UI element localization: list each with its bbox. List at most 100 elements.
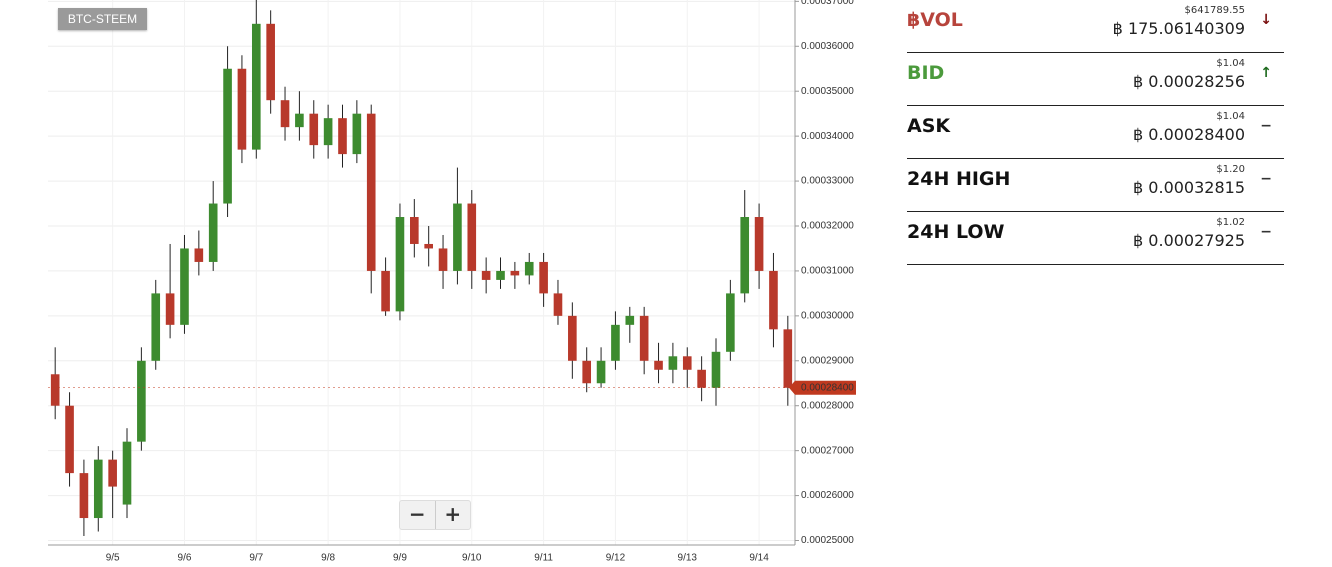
currency-symbol: ฿	[1133, 72, 1144, 91]
y-tick-label: 0.00037000	[801, 0, 854, 7]
candle-body	[481, 270, 491, 280]
trend-down-icon: ↓	[1260, 12, 1272, 28]
y-tick-label: 0.00025000	[801, 535, 854, 546]
candle-body	[93, 459, 103, 519]
candle-body	[668, 356, 678, 370]
x-tick-label: 9/12	[606, 553, 626, 564]
stat-usd: $1.04	[1216, 111, 1245, 122]
candle-body	[208, 203, 218, 262]
candle-body	[180, 248, 189, 325]
candle-body	[352, 113, 362, 155]
zoom-in-button[interactable]: +	[444, 502, 462, 526]
x-tick-label: 9/11	[534, 553, 553, 564]
candle-body	[553, 293, 563, 316]
candle-body	[108, 459, 117, 487]
candle-body	[438, 248, 448, 271]
stats-panel: ฿VOL $641789.55 ฿ 175.06140309 ↓ BID $1.…	[907, 0, 1284, 265]
stat-btc: ฿ 0.00028400	[1133, 125, 1245, 144]
candle-body	[611, 324, 620, 361]
y-tick-label: 0.00034000	[801, 131, 854, 142]
stat-label: BID	[907, 62, 945, 84]
trend-flat-icon: −	[1260, 224, 1272, 240]
stat-btc: ฿ 0.00027925	[1133, 231, 1245, 250]
currency-symbol: ฿	[1133, 125, 1144, 144]
candle-body	[137, 360, 146, 442]
candle-body	[510, 270, 520, 276]
y-tick-label: 0.00035000	[801, 86, 854, 97]
candle-body	[524, 261, 534, 276]
candle-body	[395, 217, 405, 312]
candle-body	[726, 293, 735, 352]
trend-flat-icon: −	[1260, 171, 1272, 187]
candle-body	[467, 203, 477, 271]
candle-body	[194, 248, 204, 262]
candle-body	[122, 441, 132, 505]
last-price-marker	[789, 380, 856, 395]
trend-flat-icon: −	[1260, 118, 1272, 134]
market-label: BTC-STEEM	[58, 8, 147, 30]
y-tick-label: 0.00026000	[801, 490, 854, 501]
stat-btc: ฿ 175.06140309	[1113, 19, 1245, 38]
candle-body	[151, 293, 161, 361]
candle-body	[639, 315, 649, 361]
x-tick-label: 9/9	[393, 553, 407, 564]
candle-body	[309, 113, 319, 146]
stat-label: 24H HIGH	[907, 168, 1011, 190]
currency-symbol: ฿	[1133, 231, 1144, 250]
stat-value: 0.00032815	[1148, 178, 1245, 197]
y-tick-label: 0.00032000	[801, 221, 854, 232]
stat-row: 24H HIGH $1.20 ฿ 0.00032815 −	[907, 159, 1284, 212]
candle-body	[165, 293, 175, 325]
trend-up-icon: ↑	[1260, 65, 1272, 81]
candle-body	[496, 270, 505, 280]
candle-body	[266, 23, 275, 101]
currency-symbol: ฿	[1112, 19, 1123, 38]
y-tick-label: 0.00030000	[801, 310, 854, 321]
stat-row: BID $1.04 ฿ 0.00028256 ↑	[907, 53, 1284, 106]
candle-body	[223, 68, 232, 204]
candle-body	[237, 68, 247, 150]
x-tick-label: 9/14	[749, 553, 769, 564]
stat-value: 0.00027925	[1148, 231, 1245, 250]
x-tick-label: 9/8	[321, 553, 335, 564]
stat-label: 24H LOW	[907, 221, 1005, 243]
candle-body	[453, 203, 462, 271]
y-tick-label: 0.00031000	[801, 266, 854, 277]
candle-body	[323, 118, 333, 146]
stat-usd: $641789.55	[1184, 5, 1245, 16]
x-tick-label: 9/5	[106, 553, 120, 564]
candle-body	[79, 473, 89, 519]
y-tick-label: 0.00036000	[801, 41, 854, 52]
candle-body	[381, 270, 390, 312]
y-tick-label: 0.00028000	[801, 400, 854, 411]
stat-value: 0.00028256	[1148, 72, 1245, 91]
stat-btc: ฿ 0.00028256	[1133, 72, 1245, 91]
x-tick-label: 9/10	[462, 553, 482, 564]
chart: 0.00025000 0.00026000 0.00027000 0.00028000…	[48, 0, 856, 564]
y-tick-label: 0.00027000	[801, 445, 854, 456]
candle-body	[50, 374, 60, 406]
stat-label: ASK	[907, 115, 951, 137]
candle-body	[711, 351, 721, 388]
candle-body	[625, 315, 635, 325]
stat-value: 0.00028400	[1148, 125, 1245, 144]
stat-usd: $1.02	[1216, 217, 1245, 228]
candle-body	[769, 270, 778, 330]
candle-body	[280, 100, 290, 128]
last-price-label: 0.00028400	[801, 382, 854, 393]
candle-body	[568, 315, 577, 361]
x-tick-label: 9/13	[678, 553, 698, 564]
candle-body	[424, 243, 433, 249]
stat-usd: $1.20	[1216, 164, 1245, 175]
candle-body	[754, 217, 764, 271]
candle-body	[539, 261, 548, 294]
candle-body	[295, 113, 304, 128]
stat-value: 175.06140309	[1127, 19, 1245, 38]
stat-row: ฿VOL $641789.55 ฿ 175.06140309 ↓	[907, 0, 1284, 53]
candle-body	[682, 356, 692, 370]
zoom-out-button[interactable]: −	[400, 501, 436, 529]
candle-body	[740, 217, 750, 294]
candle-body	[654, 360, 663, 370]
x-tick-label: 9/6	[178, 553, 192, 564]
zoom-controls: − +	[399, 500, 471, 530]
